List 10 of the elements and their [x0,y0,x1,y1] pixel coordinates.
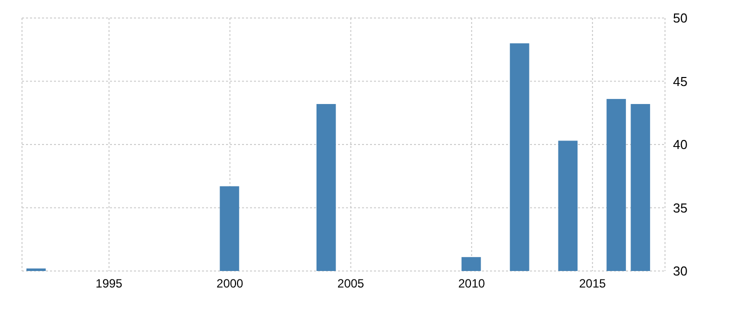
y-tick-label: 30 [673,264,688,279]
x-tick-label: 1995 [96,276,123,291]
y-tick-label: 50 [673,10,688,26]
y-tick-label: 40 [673,137,688,152]
y-tick-label: 45 [673,74,688,89]
x-tick-label: 2010 [458,276,486,291]
x-tick-label: 2005 [337,276,364,291]
y-tick-label: 35 [673,200,688,216]
x-tick-label: 2000 [216,276,244,291]
x-tick-label: 2015 [579,276,606,291]
